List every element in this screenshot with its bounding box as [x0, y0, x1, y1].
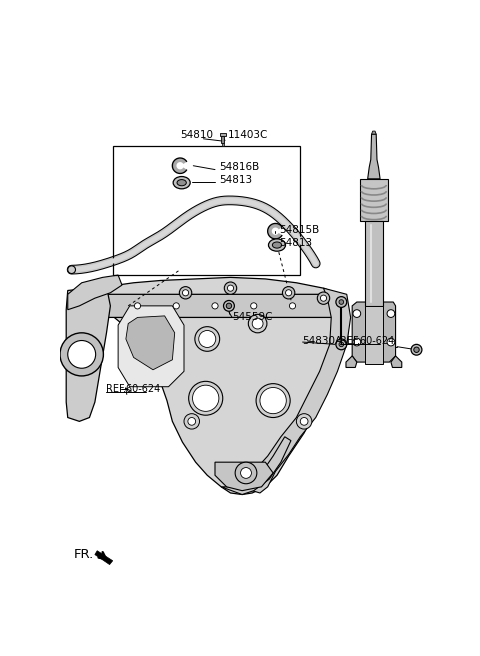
- Text: 11403C: 11403C: [228, 130, 268, 140]
- Circle shape: [173, 303, 180, 309]
- Circle shape: [256, 384, 290, 417]
- Circle shape: [414, 347, 419, 352]
- Circle shape: [321, 295, 326, 301]
- Polygon shape: [68, 275, 122, 310]
- Circle shape: [212, 303, 218, 309]
- Polygon shape: [372, 131, 376, 134]
- Bar: [365, 221, 383, 306]
- Text: 54813: 54813: [279, 237, 312, 248]
- Circle shape: [180, 287, 192, 299]
- Circle shape: [289, 303, 296, 309]
- Circle shape: [224, 282, 237, 295]
- Circle shape: [411, 344, 422, 355]
- Circle shape: [248, 314, 267, 333]
- Circle shape: [282, 287, 295, 299]
- Circle shape: [184, 414, 200, 429]
- Polygon shape: [252, 288, 350, 493]
- Circle shape: [353, 310, 360, 318]
- Circle shape: [226, 303, 232, 308]
- Circle shape: [387, 310, 395, 318]
- Circle shape: [68, 340, 96, 368]
- Text: REF.60-624: REF.60-624: [106, 384, 160, 394]
- Polygon shape: [215, 462, 273, 491]
- Polygon shape: [95, 551, 113, 565]
- Circle shape: [189, 381, 223, 415]
- Circle shape: [387, 338, 395, 346]
- Circle shape: [339, 300, 344, 304]
- Circle shape: [339, 342, 344, 346]
- Polygon shape: [346, 356, 357, 367]
- Text: FR.: FR.: [74, 548, 94, 561]
- Circle shape: [195, 327, 220, 352]
- Circle shape: [60, 333, 103, 376]
- Polygon shape: [352, 302, 396, 362]
- Circle shape: [134, 303, 141, 309]
- Circle shape: [296, 414, 312, 429]
- Circle shape: [317, 292, 330, 304]
- Text: 54810: 54810: [180, 130, 213, 140]
- Text: 54813: 54813: [219, 175, 252, 186]
- Circle shape: [260, 388, 286, 414]
- Text: 54830A: 54830A: [302, 335, 343, 346]
- Polygon shape: [126, 316, 175, 370]
- Circle shape: [228, 285, 234, 291]
- Circle shape: [68, 266, 75, 274]
- Circle shape: [286, 290, 292, 296]
- Circle shape: [235, 462, 257, 483]
- Circle shape: [188, 417, 196, 425]
- Circle shape: [252, 318, 263, 329]
- Text: 54815B: 54815B: [279, 224, 320, 235]
- Circle shape: [224, 300, 234, 311]
- Circle shape: [336, 297, 347, 308]
- Polygon shape: [365, 306, 383, 363]
- Polygon shape: [66, 287, 110, 421]
- Ellipse shape: [173, 176, 190, 189]
- Circle shape: [336, 339, 347, 350]
- Polygon shape: [391, 356, 402, 367]
- Text: 54559C: 54559C: [232, 312, 273, 322]
- Text: REF.60-624: REF.60-624: [340, 335, 394, 346]
- Bar: [222, 142, 224, 146]
- Polygon shape: [221, 437, 291, 495]
- Circle shape: [240, 468, 252, 478]
- Circle shape: [300, 417, 308, 425]
- Circle shape: [199, 331, 216, 348]
- Bar: [113, 146, 300, 275]
- Circle shape: [192, 385, 219, 411]
- Bar: [220, 133, 226, 136]
- Ellipse shape: [177, 180, 186, 186]
- Polygon shape: [82, 277, 348, 495]
- Bar: [221, 136, 224, 142]
- Circle shape: [251, 303, 257, 309]
- Text: 54816B: 54816B: [219, 162, 259, 173]
- Polygon shape: [82, 295, 347, 318]
- Circle shape: [353, 338, 360, 346]
- Polygon shape: [368, 134, 380, 179]
- Circle shape: [182, 290, 189, 296]
- Bar: [360, 179, 388, 221]
- Polygon shape: [118, 306, 184, 387]
- Ellipse shape: [268, 239, 286, 251]
- Ellipse shape: [272, 242, 282, 248]
